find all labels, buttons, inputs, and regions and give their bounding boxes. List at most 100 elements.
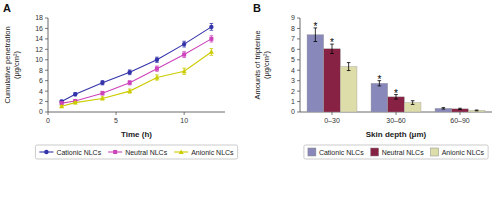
y-tick: [297, 80, 300, 81]
y-tick-label: 10: [35, 56, 43, 63]
error-bar-cap: [210, 42, 214, 43]
error-bar-cap: [155, 62, 159, 63]
legend-label: Anionic NLCs: [442, 149, 485, 156]
y-tick: [297, 28, 300, 29]
x-tick: [184, 112, 185, 115]
legend-label: Anionic NLCs: [191, 149, 234, 156]
y-tick-label: 2: [291, 88, 295, 95]
error-bar: [182, 41, 186, 47]
error-bar-cap: [442, 109, 446, 110]
x-tick-label: 60–90: [450, 117, 470, 124]
legend-frame: [304, 145, 488, 159]
error-bar: [210, 23, 214, 30]
legend-swatch: [308, 148, 316, 156]
error-bar: [155, 75, 159, 80]
error-bar-cap: [458, 109, 462, 110]
y-tick-label: 2: [39, 98, 43, 105]
y-tick: [297, 70, 300, 71]
error-bar: [182, 68, 186, 74]
marker: [100, 91, 104, 95]
marker: [182, 42, 186, 46]
error-bar-cap: [155, 66, 159, 67]
error-bar: [128, 70, 132, 75]
error-bar-cap: [182, 41, 186, 42]
error-bar-cap: [442, 107, 446, 108]
error-bar: [128, 81, 132, 85]
y-tick: [45, 70, 48, 71]
x-tick-label: 5: [114, 117, 118, 124]
error-bar: [155, 57, 159, 62]
x-axis-label: Time (h): [121, 130, 152, 139]
marker: [155, 67, 159, 71]
error-bar-cap: [458, 108, 462, 109]
marker: [59, 104, 64, 109]
y-tick: [45, 38, 48, 39]
error-bar: [210, 49, 214, 56]
marker: [182, 53, 186, 57]
y-tick-label: 0: [39, 108, 43, 115]
y-tick-label: 8: [39, 67, 43, 74]
error-bar: [347, 63, 351, 71]
error-bar-cap: [475, 110, 479, 111]
error-bar: [182, 52, 186, 58]
y-tick: [297, 112, 300, 113]
y-axis-label: Amounts of tripterine: [253, 30, 262, 99]
error-bar: [73, 93, 77, 96]
error-bar-cap: [347, 70, 351, 71]
marker: [155, 58, 159, 62]
y-tick: [45, 18, 48, 19]
x-tick-label: 30–60: [386, 117, 406, 124]
legend-label: Neutral NLCs: [125, 149, 168, 156]
error-bar-cap: [347, 62, 351, 63]
error-bar: [411, 101, 415, 105]
x-tick-label: 0: [46, 117, 50, 124]
bar: [340, 67, 357, 112]
y-tick-label: 9: [291, 14, 295, 21]
y-tick-label: 16: [35, 25, 43, 32]
y-tick: [45, 91, 48, 92]
error-bar-cap: [182, 68, 186, 69]
error-bar-cap: [475, 110, 479, 111]
marker: [179, 149, 184, 154]
chart: 024681012141618Cumulative penetration(μg…: [0, 0, 500, 199]
marker: [100, 96, 105, 101]
y-tick-label: 3: [291, 77, 295, 84]
error-bar-line: [412, 101, 413, 105]
error-bar: [210, 36, 214, 42]
plot-area: [59, 23, 214, 108]
bar: [371, 83, 388, 112]
bar: [468, 110, 485, 112]
y-tick: [45, 112, 48, 113]
error-bar-cap: [210, 23, 214, 24]
annotation: *: [330, 37, 334, 48]
error-bar-cap: [378, 85, 382, 86]
bar: [435, 108, 452, 112]
error-bar-cap: [182, 57, 186, 58]
error-bar-cap: [330, 53, 334, 54]
y-axis-label: (μg/cm²): [12, 50, 21, 79]
series: [60, 36, 214, 105]
y-tick: [297, 91, 300, 92]
line: [62, 27, 212, 102]
error-bar-cap: [314, 41, 318, 42]
marker: [209, 49, 214, 54]
series: [59, 49, 214, 109]
y-tick-label: 18: [35, 14, 43, 21]
y-tick-label: 6: [291, 46, 295, 53]
error-bar: [101, 81, 105, 85]
error-bar-cap: [210, 35, 214, 36]
error-bar: [101, 91, 105, 95]
error-bar: [475, 110, 479, 112]
y-axis-label: Cumulative penetration: [3, 26, 12, 103]
marker: [113, 150, 117, 154]
legend-swatch: [431, 148, 439, 156]
y-tick: [45, 80, 48, 81]
y-tick: [297, 49, 300, 50]
error-bar-cap: [411, 100, 415, 101]
y-axis-line: [48, 18, 49, 112]
marker: [182, 69, 187, 74]
y-tick-label: 6: [39, 77, 43, 84]
error-bar: [128, 89, 132, 93]
marker: [44, 150, 48, 154]
marker: [100, 81, 104, 85]
